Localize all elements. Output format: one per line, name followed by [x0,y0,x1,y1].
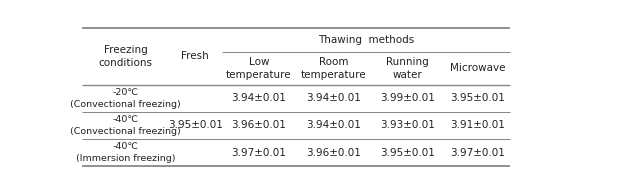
Text: 3.95±0.01: 3.95±0.01 [381,148,435,158]
Text: 3.99±0.01: 3.99±0.01 [381,93,435,103]
Text: Running
water: Running water [386,57,429,80]
Text: 3.95±0.01: 3.95±0.01 [168,120,223,130]
Text: Microwave: Microwave [450,63,505,73]
Text: 3.94±0.01: 3.94±0.01 [231,93,286,103]
Text: 3.97±0.01: 3.97±0.01 [231,148,286,158]
Text: Thawing  methods: Thawing methods [317,35,414,45]
Text: Freezing
conditions: Freezing conditions [99,45,153,68]
Text: Low
temperature: Low temperature [226,57,291,80]
Text: 3.96±0.01: 3.96±0.01 [231,120,286,130]
Text: 3.93±0.01: 3.93±0.01 [381,120,435,130]
Text: 3.91±0.01: 3.91±0.01 [450,120,505,130]
Text: 3.94±0.01: 3.94±0.01 [306,120,361,130]
Text: 3.97±0.01: 3.97±0.01 [450,148,505,158]
Text: Fresh: Fresh [181,51,209,61]
Text: -40℃
(Immersion freezing): -40℃ (Immersion freezing) [76,142,175,163]
Text: -20℃
(Convectional freezing): -20℃ (Convectional freezing) [70,88,181,109]
Text: Room
temperature: Room temperature [301,57,366,80]
Text: 3.95±0.01: 3.95±0.01 [450,93,505,103]
Text: 3.96±0.01: 3.96±0.01 [306,148,361,158]
Text: -40℃
(Convectional freezing): -40℃ (Convectional freezing) [70,115,181,136]
Text: 3.94±0.01: 3.94±0.01 [306,93,361,103]
